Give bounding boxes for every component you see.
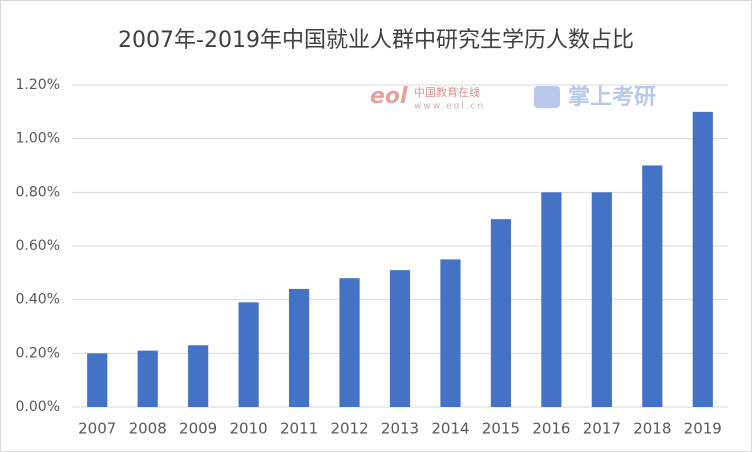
bar (137, 350, 158, 407)
chart-title: 2007年-2019年中国就业人群中研究生学历人数占比 (118, 28, 634, 53)
watermark: 掌上考研 (568, 85, 656, 110)
watermark: www.eol.cn (414, 102, 485, 112)
x-tick-label: 2014 (431, 420, 469, 438)
bar (288, 288, 310, 407)
bar (541, 192, 562, 407)
bar (591, 192, 612, 407)
bar (238, 302, 259, 407)
x-tick-label: 2008 (129, 420, 167, 438)
bar (490, 219, 512, 407)
y-tick-label: 1.00% (16, 131, 60, 147)
y-tick-label: 0.60% (16, 238, 60, 254)
y-tick-label: 0.80% (16, 184, 60, 200)
x-tick-label: 2016 (532, 420, 570, 438)
x-tick-label: 2015 (482, 420, 520, 438)
bar (188, 345, 209, 407)
x-tick-label: 2011 (280, 420, 318, 438)
watermark-icon (534, 86, 560, 108)
x-tick-label: 2013 (381, 420, 419, 438)
bar (389, 270, 411, 407)
watermark: 中国教育在线 (414, 85, 480, 99)
bar (440, 259, 461, 407)
y-tick-label: 1.20% (16, 77, 60, 93)
watermark-logo: eol (370, 84, 408, 109)
bar (87, 353, 108, 407)
x-tick-label: 2007 (78, 420, 116, 438)
bar (692, 111, 713, 407)
y-tick-label: 0.20% (16, 345, 60, 361)
bar (642, 165, 663, 407)
y-tick-label: 0.00% (16, 399, 60, 415)
x-tick-label: 2012 (330, 420, 368, 438)
x-tick-label: 2019 (684, 420, 722, 438)
bar (339, 278, 360, 407)
x-tick-label: 2010 (230, 420, 268, 438)
x-tick-label: 2009 (179, 420, 217, 438)
x-tick-label: 2018 (633, 420, 671, 438)
x-tick-label: 2017 (583, 420, 621, 438)
y-tick-label: 0.40% (16, 292, 60, 308)
